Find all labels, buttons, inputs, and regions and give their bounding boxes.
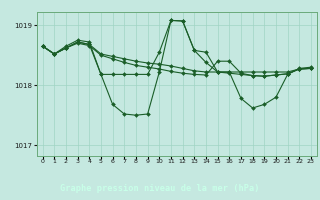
Text: Graphe pression niveau de la mer (hPa): Graphe pression niveau de la mer (hPa)	[60, 184, 260, 193]
